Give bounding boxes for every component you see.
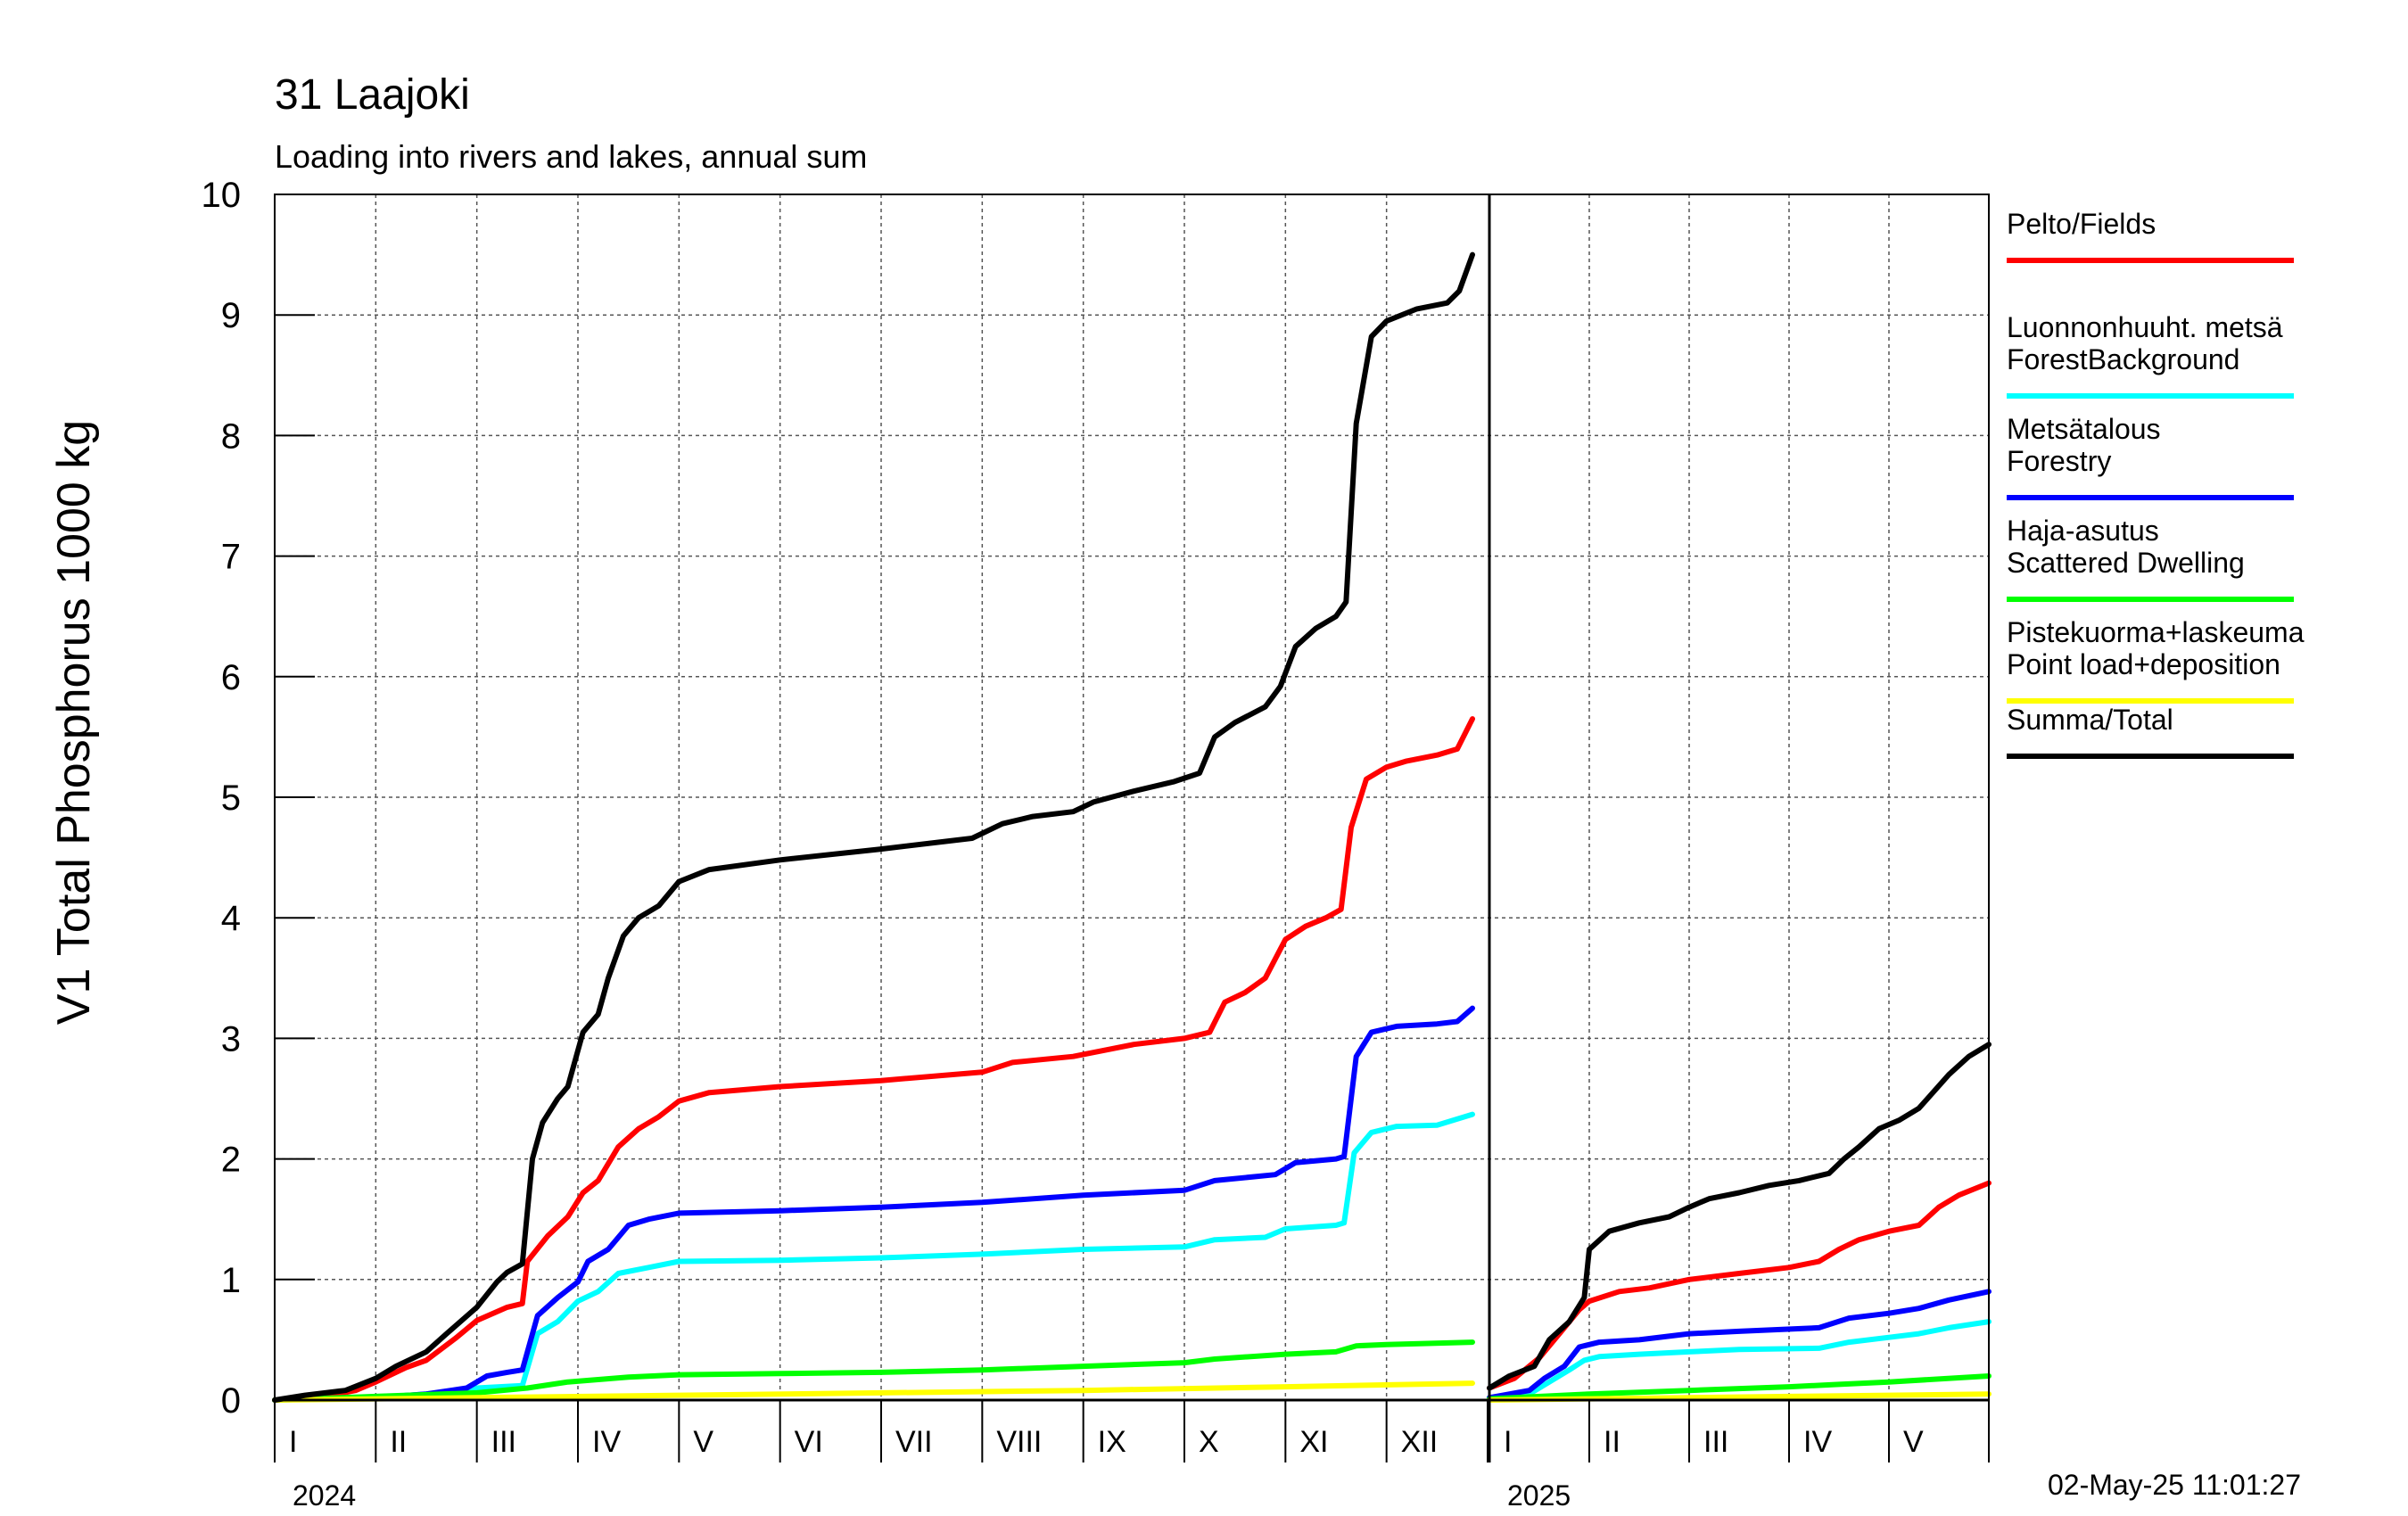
series-line-scattered-dwelling-2024 (272, 1339, 1475, 1403)
x-tick-label: I (289, 1425, 297, 1459)
x-tick-label: V (693, 1425, 713, 1459)
y-tick-label: 9 (221, 296, 241, 335)
y-tick-label: 5 (221, 779, 241, 818)
series-line-scattered-dwelling-2025 (1487, 1373, 1992, 1402)
y-tick-label: 1 (221, 1261, 241, 1300)
timestamp: 02-May-25 11:01:27 (2048, 1469, 2301, 1501)
y-tick-label: 8 (221, 416, 241, 456)
x-tick-label: III (1703, 1425, 1728, 1459)
series-line-fields-2025 (1487, 1180, 1992, 1391)
x-tick-label: XII (1401, 1425, 1439, 1459)
legend-label: Metsätalous (2007, 413, 2161, 445)
series-line-forest-background-2024 (272, 1111, 1475, 1403)
year-label: 2025 (1507, 1479, 1571, 1512)
series-line-fields-2024 (272, 716, 1475, 1403)
y-tick-label: 2 (221, 1141, 241, 1180)
series-layer (272, 251, 1992, 1403)
series-line-forestry-2024 (272, 1005, 1475, 1403)
legend-label: Luonnonhuuht. metsä (2007, 311, 2283, 343)
series-line-point-load-2024 (272, 1380, 1475, 1403)
x-tick-label: II (1604, 1425, 1620, 1459)
legend-label: Forestry (2007, 445, 2111, 477)
series-line-total-2024 (272, 251, 1475, 1403)
legend-label: Scattered Dwelling (2007, 547, 2245, 579)
x-tick-label: IV (592, 1425, 621, 1459)
legend-label: Summa/Total (2007, 704, 2173, 736)
x-tick-label: I (1504, 1425, 1512, 1459)
y-tick-label: 4 (221, 899, 241, 938)
x-tick-label: II (390, 1425, 407, 1459)
y-tick-label: 0 (221, 1381, 241, 1421)
series-line-forestry-2025 (1487, 1289, 1992, 1401)
legend-label: Pistekuorma+laskeuma (2007, 616, 2305, 648)
y-tick-label: 7 (221, 538, 241, 577)
series-line-forest-background-2025 (1487, 1319, 1992, 1401)
chart-title: 31 Laajoki (275, 71, 470, 119)
x-tick-label: X (1199, 1425, 1219, 1459)
year-label: 2024 (293, 1479, 356, 1512)
legend-label: Pelto/Fields (2007, 208, 2156, 240)
legend: Pelto/Fields Luonnonhuuht. metsäForestBac… (2007, 208, 2305, 759)
x-tick-label: III (491, 1425, 516, 1459)
x-tick-label: IV (1803, 1425, 1832, 1459)
x-tick-label: VIII (996, 1425, 1042, 1459)
x-tick-label: IX (1098, 1425, 1126, 1459)
y-axis-label: V1 Total Phosphorus 1000 kg (48, 420, 100, 1025)
y-tick-label: 10 (202, 176, 242, 215)
y-tick-label: 3 (221, 1019, 241, 1059)
y-tick-label: 6 (221, 658, 241, 697)
legend-label: ForestBackground (2007, 343, 2239, 375)
x-tick-label: VII (895, 1425, 933, 1459)
grid-layer (275, 194, 1989, 1400)
legend-label: Point load+deposition (2007, 648, 2280, 680)
chart-subtitle: Loading into rivers and lakes, annual su… (275, 138, 867, 175)
x-tick-label: V (1903, 1425, 1924, 1459)
x-tick-label: VI (795, 1425, 823, 1459)
series-line-total-2025 (1487, 1042, 1992, 1391)
x-tick-label: XI (1299, 1425, 1328, 1459)
legend-label: Haja-asutus (2007, 515, 2159, 547)
